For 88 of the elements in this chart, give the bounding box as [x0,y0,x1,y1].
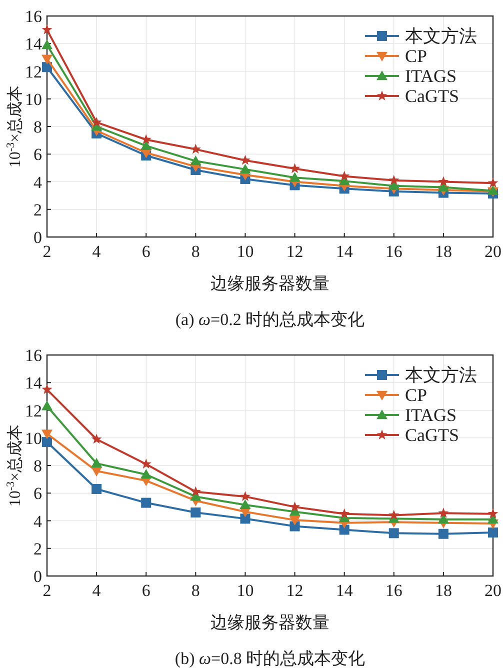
point [42,437,52,448]
point [42,24,52,34]
x-tick-label: 16 [385,242,402,261]
point [140,458,152,469]
point [141,498,152,508]
point [290,163,300,174]
x-tick-label: 10 [236,581,254,600]
y-tick-label: 8 [34,456,42,476]
legend-label: ITAGS [405,405,457,425]
point [290,521,300,532]
point [388,174,400,185]
legend-label: CaGTS [405,86,459,106]
point [438,176,449,186]
point [240,491,250,502]
y-tick-label: 0 [34,567,42,586]
y-tick-label: 14 [25,34,42,54]
point [289,516,300,526]
y-tick-label: 6 [34,145,42,164]
y-tick-label: 10 [25,428,42,448]
point [42,430,52,440]
x-tick-label: 10 [236,242,254,261]
point [290,501,300,512]
point [42,400,52,410]
x-tick-label: 18 [434,242,452,261]
x-tick-label: 12 [286,581,304,600]
y-tick-label: 4 [34,512,42,531]
y-tick-label: 2 [34,200,42,220]
point [190,156,202,166]
x-tick-label: 8 [191,581,200,600]
legend-label: CaGTS [405,425,459,445]
x-tick-label: 12 [286,242,304,261]
x-tick-label: 14 [336,581,354,600]
y-tick-label: 2 [34,539,42,558]
point [140,140,152,150]
point [488,508,498,518]
x-tick-label: 14 [336,242,354,261]
point [42,40,52,50]
point [42,384,52,394]
y-tick-label: 16 [25,346,42,365]
legend-label: CP [405,385,428,405]
point [240,164,251,174]
x-tick-label: 20 [484,581,502,600]
x-tick-label: 4 [92,242,102,261]
x-axis-title: 边缘服务器数量 [210,613,330,632]
y-tick-label: 4 [34,172,42,192]
y-tick-label: 12 [25,401,42,420]
legend-label: 本文方法 [405,365,477,385]
x-tick-label: 8 [191,242,200,261]
legend-label: ITAGS [405,66,457,86]
legend-label: CP [405,46,428,66]
point [42,54,52,64]
x-tick-label: 6 [142,581,150,600]
y-tick-label: 8 [34,118,42,136]
y-tick-label: 12 [25,62,42,82]
point [339,508,350,518]
text: (a) ω=0.2 时的总成本变化 [175,310,365,329]
x-tick-label: 4 [92,581,102,600]
text: (b) ω=0.8 时的总成本变化 [174,649,366,668]
x-tick-label: 6 [142,242,150,261]
y-tick-label: 16 [25,7,42,26]
point [140,468,152,479]
x-tick-label: 16 [385,581,402,600]
y-tick-label: 0 [34,228,42,247]
point [240,514,250,524]
point [339,524,350,535]
point [92,484,102,494]
point [240,499,251,509]
y-tick-label: 14 [25,374,42,393]
point [91,434,102,444]
point [91,458,102,468]
point [289,172,300,182]
x-tick-label: 20 [484,242,502,261]
y-tick-label: 10 [25,90,42,109]
point [438,508,449,518]
point [488,178,498,188]
point [140,134,152,144]
x-tick-label: 18 [434,581,452,600]
point [339,170,350,181]
point [388,528,399,538]
point [190,486,201,496]
point [438,528,448,539]
x-axis-title: 边缘服务器数量 [210,274,330,293]
point [190,507,201,518]
point [388,510,400,520]
point [91,116,102,127]
point [488,527,498,538]
legend-label: 本文方法 [405,26,477,46]
y-tick-label: 6 [34,484,42,504]
